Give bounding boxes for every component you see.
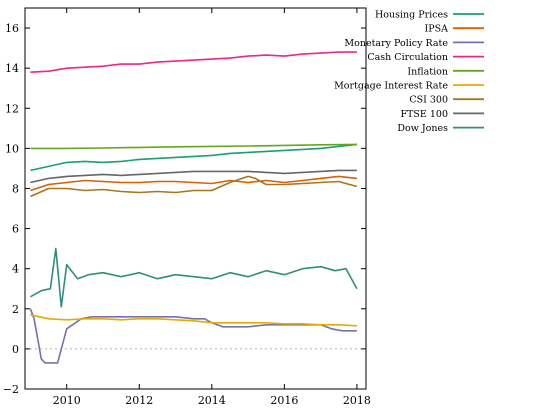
series-line-mortgage-interest-rate (30, 314, 357, 327)
x-tick-label: 2014 (198, 394, 226, 407)
series-line-housing-prices (30, 143, 357, 172)
plot-area: −2 0 2 4 6 8 10 12 14 16 2010 2012 2014 2016 2018 (3, 7, 371, 407)
legend-label-monetary-policy-rate: Monetary Policy Rate (344, 38, 448, 49)
series-line-dow-jones (30, 247, 358, 308)
series-line-monetary-policy-rate (29, 308, 357, 364)
legend-label-ftse-100: FTSE 100 (400, 109, 448, 120)
y-tick-label: 16 (5, 22, 19, 35)
plot-frame (24, 7, 367, 390)
series-line-ftse-100 (30, 169, 357, 184)
legend: Housing Prices IPSA Monetary Policy Rate Ca… (334, 10, 484, 134)
y-tick-label: 4 (12, 263, 19, 276)
y-tick-label: 2 (12, 303, 19, 316)
x-tick-label: 2018 (343, 394, 371, 407)
y-tick-label: 0 (12, 343, 19, 356)
legend-label-inflation: Inflation (407, 66, 448, 77)
x-tick-label: 2010 (53, 394, 81, 407)
y-tick-label: 10 (5, 142, 19, 155)
legend-label-cash-circulation: Cash Circulation (367, 52, 448, 63)
series-line-cash-circulation (30, 51, 357, 73)
legend-label-dow-jones: Dow Jones (397, 123, 448, 134)
x-tick-label: 2016 (270, 394, 298, 407)
y-tick-label: 12 (5, 102, 19, 115)
x-tick-label: 2012 (125, 394, 153, 407)
legend-label-mortgage-interest-rate: Mortgage Interest Rate (334, 81, 448, 92)
y-tick-label: −2 (3, 383, 19, 396)
series-line-inflation (30, 143, 357, 150)
y-tick-label: 8 (12, 182, 19, 195)
series-line-ipsa (30, 175, 357, 192)
y-tick-label: 14 (5, 62, 19, 75)
series-line-csi-300 (30, 175, 358, 198)
legend-label-housing-prices: Housing Prices (375, 10, 448, 21)
legend-label-csi-300: CSI 300 (409, 95, 448, 106)
y-tick-label: 6 (12, 223, 19, 236)
legend-label-ipsa: IPSA (424, 24, 448, 35)
